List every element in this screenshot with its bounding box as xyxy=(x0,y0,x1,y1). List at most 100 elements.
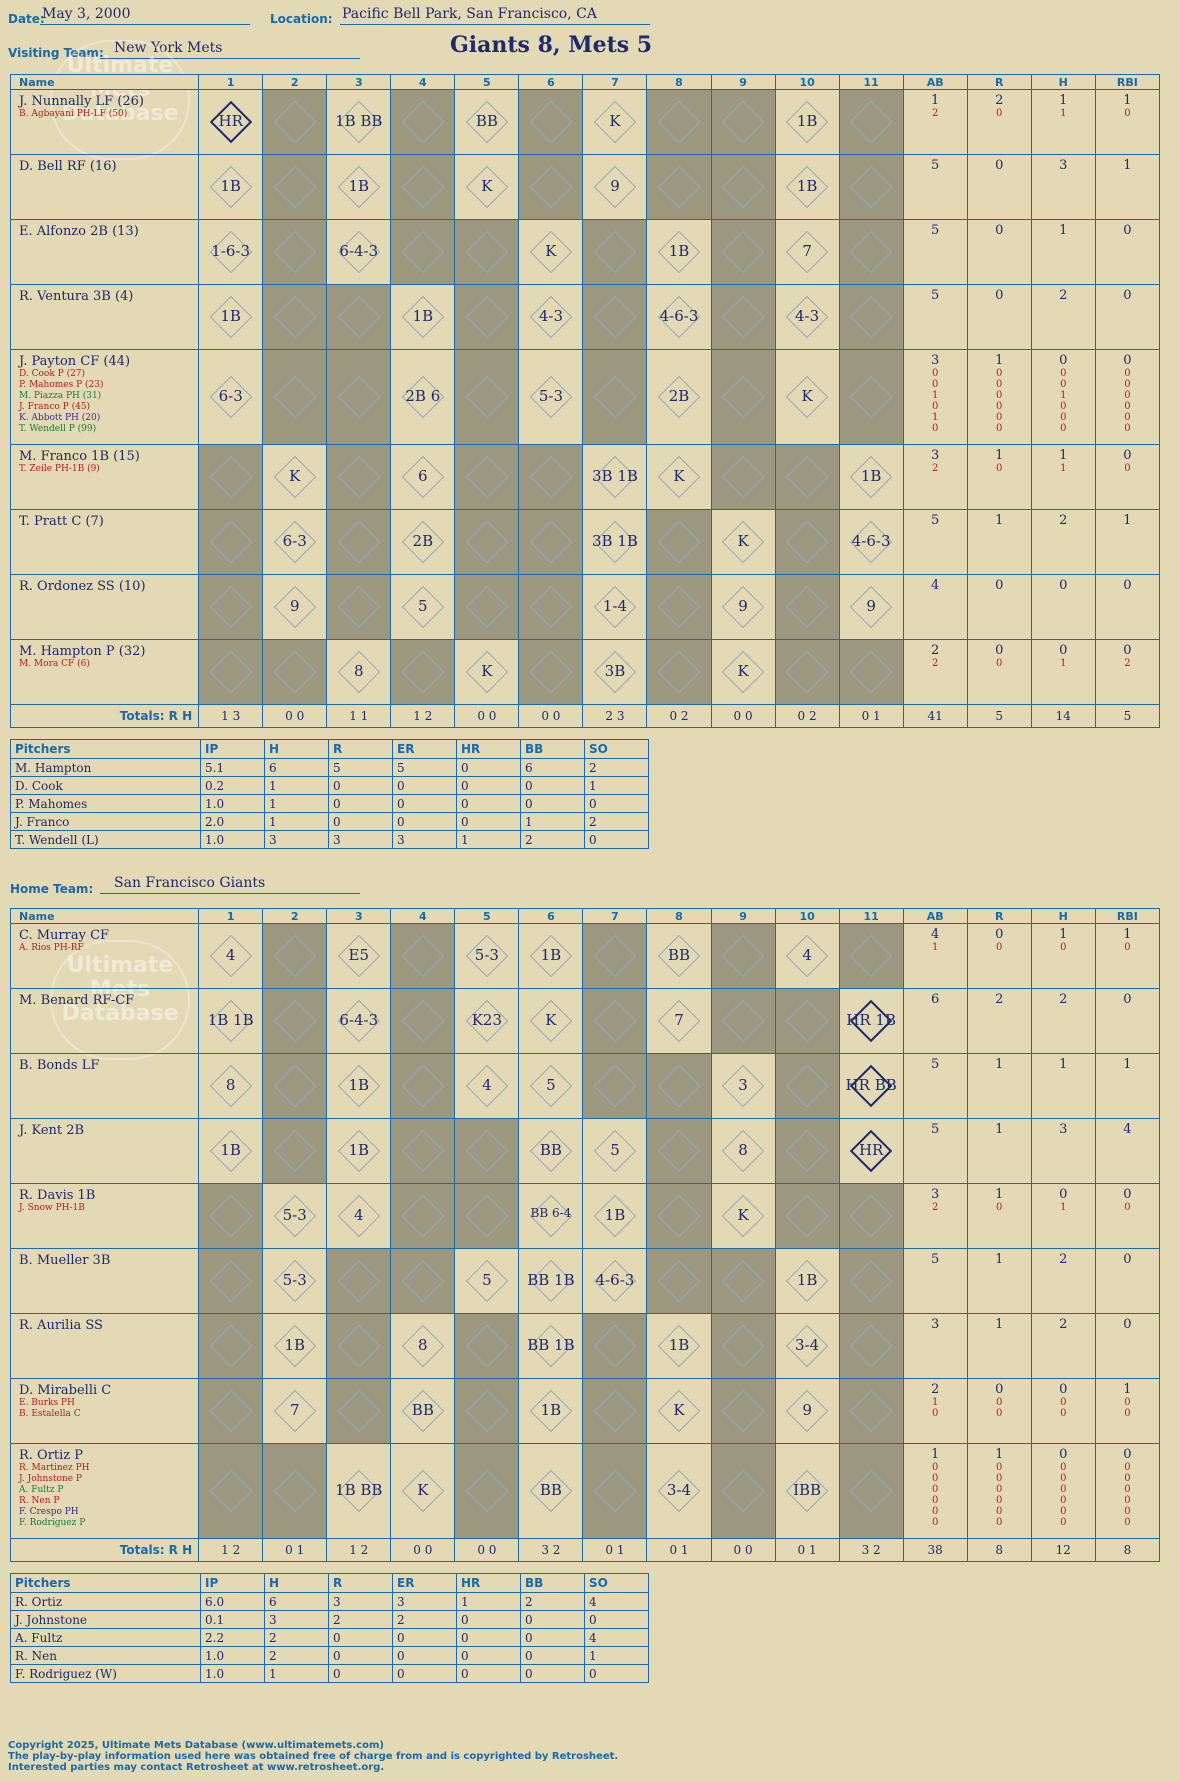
inning-cell: 4-6-3 xyxy=(646,284,712,350)
table-row: T. Pratt C (7) 6-3 2B 3B 1B K 4-6-3 5 1 2 1 xyxy=(9,509,1161,575)
diamond-icon xyxy=(721,1259,765,1303)
pitcher-stat: 0 xyxy=(328,1664,393,1683)
substitute-name: A. Fultz P xyxy=(19,1485,64,1495)
inning-cell xyxy=(838,1183,904,1249)
pitcher-column-header: R xyxy=(328,1573,393,1593)
table-row: R. Davis 1B J. Snow PH-1B 5-3 4 BB 6-4 1B K 3 2 1… xyxy=(9,1183,1161,1249)
inning-cell xyxy=(326,1248,392,1314)
play-notation: 1B xyxy=(284,1336,306,1354)
table-row: J. Kent 2B 1B 1B BB 5 8 HR 5 1 3 4 xyxy=(9,1118,1161,1184)
inning-cell xyxy=(454,219,520,285)
diamond-icon xyxy=(721,1389,765,1433)
play-notation: K xyxy=(481,662,493,680)
play-notation: 4-6-3 xyxy=(659,307,699,325)
diamond-icon xyxy=(337,1324,380,1368)
inning-cell: 1B xyxy=(262,1313,328,1379)
inning-cell: 1B xyxy=(518,923,584,989)
diamond-icon xyxy=(849,295,893,339)
inning-cell xyxy=(582,923,648,989)
play-notation: 1B BB xyxy=(335,1481,383,1499)
player-name: R. Ventura 3B (4) xyxy=(19,289,134,304)
pitcher-stat: 3 xyxy=(392,1592,457,1611)
total-h: 12 xyxy=(1030,1538,1096,1562)
inning-cell: HR xyxy=(838,1118,904,1184)
stat-rbi: 1 xyxy=(1094,154,1161,220)
column-header: 4 xyxy=(390,74,456,90)
inning-cell: 3B 1B xyxy=(582,509,648,575)
stat-rbi: 0 xyxy=(1094,988,1161,1054)
inning-cell: 1B xyxy=(774,1248,840,1314)
inning-cell xyxy=(518,154,584,220)
play-notation: 6-3 xyxy=(282,532,307,550)
inning-cell: BB xyxy=(646,923,712,989)
table-row: M. Franco 1B (15) T. Zeile PH-1B (9) K 6 3B … xyxy=(9,444,1161,510)
inning-cell: 3-4 xyxy=(774,1313,840,1379)
diamond-icon xyxy=(209,455,252,499)
inning-cell xyxy=(198,639,264,705)
diamond-icon xyxy=(337,585,380,629)
pitcher-stat: 3 xyxy=(328,830,393,849)
play-notation: 7 xyxy=(289,1401,300,1419)
play-notation: 4-6-3 xyxy=(851,532,891,550)
substitute-name: E. Burks PH xyxy=(19,1398,75,1408)
player-name: J. Kent 2B xyxy=(19,1123,85,1138)
diamond-icon xyxy=(849,1389,893,1433)
play-notation: 6-4-3 xyxy=(339,1011,379,1029)
inning-total: 0 1 xyxy=(646,1538,712,1562)
inning-cell xyxy=(710,1378,776,1444)
diamond-icon xyxy=(721,1469,765,1513)
diamond-icon xyxy=(849,100,893,144)
player-name: R. Aurilia SS xyxy=(19,1318,103,1333)
table-row: R. Ortiz P R. Martinez PH J. Johnstone P A.… xyxy=(9,1443,1161,1539)
inning-total: 0 1 xyxy=(582,1538,648,1562)
inning-cell xyxy=(198,1248,264,1314)
column-header: 7 xyxy=(582,74,648,90)
pitcher-stat: 0 xyxy=(584,1610,649,1629)
inning-cell xyxy=(710,1248,776,1314)
player-name-cell: J. Kent 2B xyxy=(9,1118,200,1184)
inning-total: 1 2 xyxy=(326,1538,392,1562)
inning-cell: 1B xyxy=(518,1378,584,1444)
stat-rbi: 0 xyxy=(1094,284,1161,350)
inning-cell xyxy=(262,1053,328,1119)
inning-cell: 6-3 xyxy=(262,509,328,575)
diamond-icon xyxy=(785,585,829,629)
pitcher-stat: 0 xyxy=(456,1628,521,1647)
play-notation: BB 6-4 xyxy=(530,1206,572,1220)
pitcher-stat: D. Cook xyxy=(10,776,201,795)
pitcher-stat: 0 xyxy=(520,1664,585,1683)
column-header: 1 xyxy=(198,74,264,90)
pitcher-stat: 1 xyxy=(584,1646,649,1665)
diamond-icon xyxy=(273,650,316,694)
inning-total: 0 1 xyxy=(262,1538,328,1562)
pitcher-row: D. Cook 0.2 1 0 0 0 0 1 xyxy=(10,776,649,795)
date-label: Date: xyxy=(8,12,45,26)
stat-ab: 6 xyxy=(902,988,968,1054)
inning-cell: K xyxy=(646,444,712,510)
pitcher-stat: 6 xyxy=(520,758,585,777)
play-notation: 2B xyxy=(668,387,690,405)
column-header: 11 xyxy=(838,74,904,90)
player-name-cell: R. Aurilia SS xyxy=(9,1313,200,1379)
substitute-name: M. Mora CF (6) xyxy=(19,659,90,669)
player-name-cell: R. Ventura 3B (4) xyxy=(9,284,200,350)
diamond-icon xyxy=(401,1129,445,1173)
diamond-icon xyxy=(529,585,573,629)
stat-rbi: 1 xyxy=(1094,509,1161,575)
inning-total: 3 2 xyxy=(518,1538,584,1562)
pitcher-column-header: R xyxy=(328,739,393,759)
column-header: 8 xyxy=(646,74,712,90)
diamond-icon xyxy=(209,520,252,564)
column-header: 10 xyxy=(774,908,840,924)
column-header: 11 xyxy=(838,908,904,924)
inning-cell: K xyxy=(262,444,328,510)
inning-cell xyxy=(198,574,264,640)
diamond-icon xyxy=(593,295,637,339)
pitcher-stat: 1 xyxy=(456,830,521,849)
